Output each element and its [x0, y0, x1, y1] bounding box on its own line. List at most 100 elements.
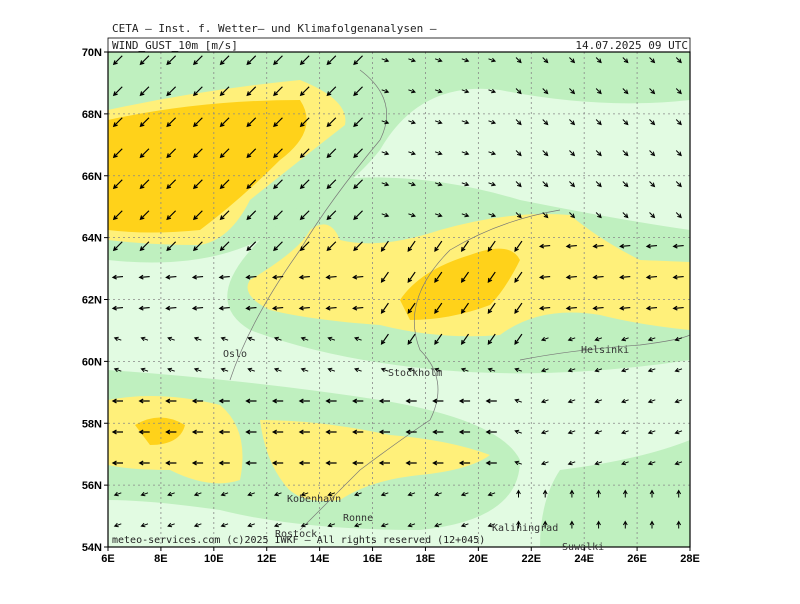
wind-arrow: [649, 181, 656, 188]
wind-arrow: [247, 491, 255, 497]
wind-arrow: [488, 119, 497, 125]
wind-arrow: [220, 522, 229, 528]
wind-arrow: [675, 119, 682, 126]
wind-arrow: [300, 336, 309, 342]
wind-arrow: [595, 181, 602, 188]
wind-arrow: [621, 398, 629, 404]
wind-arrow: [352, 429, 364, 435]
wind-arrow: [192, 179, 203, 190]
wind-arrow: [407, 491, 416, 497]
wind-arrow: [592, 274, 604, 280]
wind-arrow: [515, 212, 522, 219]
header-title: CETA – Inst. f. Wetter– und Klimafolgena…: [112, 22, 437, 35]
wind-arrow: [461, 88, 470, 94]
wind-arrow: [595, 88, 602, 95]
wind-arrow: [219, 55, 230, 66]
wind-arrow: [434, 57, 443, 63]
wind-arrow: [542, 119, 549, 126]
wind-arrow: [381, 57, 390, 63]
wind-arrow: [675, 212, 682, 219]
city-label: Rostock: [275, 529, 317, 540]
lon-label: 26E: [627, 553, 647, 565]
wind-arrow: [246, 179, 257, 190]
wind-arrow: [111, 429, 123, 435]
wind-arrow: [460, 333, 470, 345]
wind-arrow: [380, 491, 389, 497]
wind-arrow: [140, 367, 149, 373]
city-label: Oslo: [223, 349, 247, 360]
wind-arrow: [299, 179, 310, 190]
wind-arrow: [672, 274, 684, 280]
wind-arrow: [219, 179, 230, 190]
wind-arrow: [299, 210, 310, 221]
wind-arrow: [273, 336, 282, 342]
wind-arrow: [675, 181, 682, 188]
wind-arrow: [408, 181, 416, 187]
wind-arrow: [621, 460, 629, 466]
wind-arrow: [353, 179, 363, 190]
wind-arrow: [139, 86, 150, 97]
wind-arrow: [434, 271, 443, 283]
wind-arrow: [353, 55, 363, 66]
wind-arrow: [674, 367, 683, 373]
wind-arrow: [515, 119, 522, 126]
lon-label: 14E: [310, 553, 330, 565]
wind-arrow: [381, 181, 390, 187]
wind-arrow: [353, 117, 363, 128]
wind-arrow: [434, 302, 443, 314]
wind-arrow: [565, 305, 577, 311]
wind-arrow: [647, 398, 656, 404]
wind-arrow: [112, 117, 123, 128]
wind-arrow: [488, 150, 497, 156]
wind-arrow: [487, 333, 496, 345]
wind-arrow: [408, 119, 416, 125]
wind-arrow: [567, 398, 576, 404]
wind-arrow: [622, 88, 629, 95]
wind-arrow: [515, 57, 522, 64]
wind-arrow: [622, 57, 629, 64]
wind-arrow: [165, 460, 177, 466]
wind-arrow: [166, 179, 177, 190]
wind-arrow: [485, 398, 497, 404]
wind-arrow: [192, 210, 203, 221]
wind-arrow: [645, 305, 658, 311]
wind-arrow: [273, 522, 282, 528]
wind-arrow: [569, 212, 576, 219]
wind-arrow: [487, 367, 496, 373]
wind-arrow: [111, 274, 124, 280]
wind-arrow: [622, 520, 628, 529]
yellow-zone: [260, 420, 490, 501]
lon-label: 8E: [154, 553, 167, 565]
wind-arrow: [299, 148, 310, 159]
wind-arrow: [461, 119, 470, 125]
wind-arrow: [166, 117, 177, 128]
wind-arrow: [596, 489, 601, 498]
city-label: Kobenhavn: [287, 494, 341, 505]
lon-label: 24E: [574, 553, 594, 565]
wind-arrow: [458, 398, 471, 404]
wind-arrow: [325, 274, 337, 280]
wind-arrow: [298, 429, 310, 435]
wind-arrow: [325, 460, 337, 466]
wind-arrow: [246, 241, 257, 252]
wind-arrow: [139, 117, 150, 128]
lat-label: 56N: [82, 480, 102, 492]
wind-arrow: [434, 522, 442, 528]
wind-arrow: [434, 181, 443, 187]
wind-arrow: [326, 241, 337, 252]
wind-arrow: [167, 367, 175, 373]
wind-arrow: [247, 336, 255, 342]
wind-arrow: [460, 367, 469, 373]
wind-arrow: [432, 460, 444, 466]
wind-arrow: [193, 336, 202, 342]
wind-arrow: [458, 460, 471, 466]
wind-arrow: [271, 274, 284, 280]
wind-arrow: [113, 491, 122, 497]
wind-arrow: [273, 367, 282, 373]
wind-arrow: [353, 86, 363, 97]
wind-arrow: [540, 429, 549, 435]
wind-arrow: [218, 274, 230, 280]
wind-arrow: [569, 57, 576, 64]
wind-arrow: [461, 57, 470, 63]
wind-arrow: [299, 241, 310, 252]
